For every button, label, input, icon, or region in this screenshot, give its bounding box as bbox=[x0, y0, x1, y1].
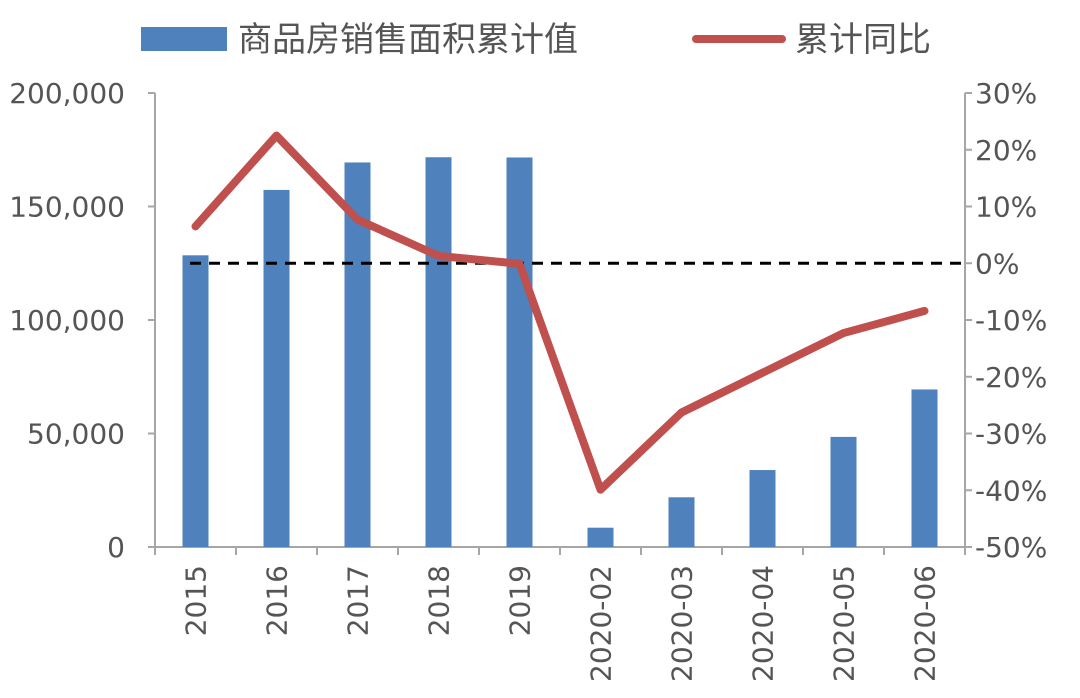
y-left-tick-label: 0 bbox=[107, 531, 125, 564]
y-left-tick-label: 50,000 bbox=[27, 418, 125, 451]
x-tick-label: 2020-04 bbox=[747, 565, 780, 682]
x-tick-label: 2018 bbox=[423, 565, 456, 636]
x-tick-label: 2020-02 bbox=[585, 565, 618, 682]
y-right-tick-label: -10% bbox=[975, 304, 1047, 337]
y-right-tick-label: -50% bbox=[975, 531, 1047, 564]
bar bbox=[830, 436, 857, 547]
bar bbox=[587, 527, 614, 547]
y-right-tick-label: -40% bbox=[975, 474, 1047, 507]
axes: 0 50,000 100,000 150,000 200,000 -50% -40% -30%… bbox=[9, 77, 1047, 564]
yoy-point bbox=[923, 309, 926, 312]
yoy-point bbox=[194, 225, 197, 228]
yoy-point bbox=[275, 134, 278, 137]
y-left-tick-label: 200,000 bbox=[9, 77, 125, 110]
y-right-tick-label: 10% bbox=[975, 191, 1037, 224]
y-right-tick-label: 0% bbox=[975, 247, 1019, 280]
legend-line-label: 累计同比 bbox=[795, 20, 931, 60]
x-tick-label: 2020-06 bbox=[909, 565, 942, 682]
x-tick-label: 2020-05 bbox=[828, 565, 861, 682]
x-tick-label: 2017 bbox=[342, 565, 375, 636]
bar bbox=[506, 157, 533, 547]
yoy-point bbox=[599, 488, 602, 491]
bar bbox=[263, 189, 290, 547]
legend-bar-label: 商品房销售面积累计值 bbox=[238, 20, 578, 60]
x-axis-labels: 2015 2016 2017 2018 2019 2020-02 2020-03 2020-0… bbox=[180, 565, 942, 682]
yoy-line bbox=[191, 131, 929, 494]
bar bbox=[425, 157, 452, 547]
yoy-point bbox=[437, 254, 440, 257]
y-right-tick-label: 30% bbox=[975, 77, 1037, 110]
legend: 商品房销售面积累计值 累计同比 bbox=[141, 20, 931, 60]
yoy-point bbox=[518, 262, 521, 265]
bar bbox=[749, 470, 776, 547]
x-tick-label: 2019 bbox=[504, 565, 537, 636]
bar bbox=[911, 389, 938, 547]
yoy-point bbox=[842, 332, 845, 335]
yoy-point bbox=[680, 411, 683, 414]
bar-series bbox=[182, 157, 938, 547]
bar bbox=[668, 497, 695, 547]
x-tick-label: 2016 bbox=[261, 565, 294, 636]
y-right-tick-label: 20% bbox=[975, 134, 1037, 167]
y-left-tick-label: 100,000 bbox=[9, 304, 125, 337]
yoy-point bbox=[356, 218, 359, 221]
y-right-tick-label: -30% bbox=[975, 418, 1047, 451]
x-tick-label: 2020-03 bbox=[666, 565, 699, 682]
yoy-point bbox=[761, 371, 764, 374]
y-left-tick-label: 150,000 bbox=[9, 191, 125, 224]
line-series bbox=[191, 131, 929, 494]
bar bbox=[182, 255, 209, 547]
y-right-tick-label: -20% bbox=[975, 361, 1047, 394]
x-tick-label: 2015 bbox=[180, 565, 213, 636]
legend-bar-swatch bbox=[141, 27, 227, 51]
